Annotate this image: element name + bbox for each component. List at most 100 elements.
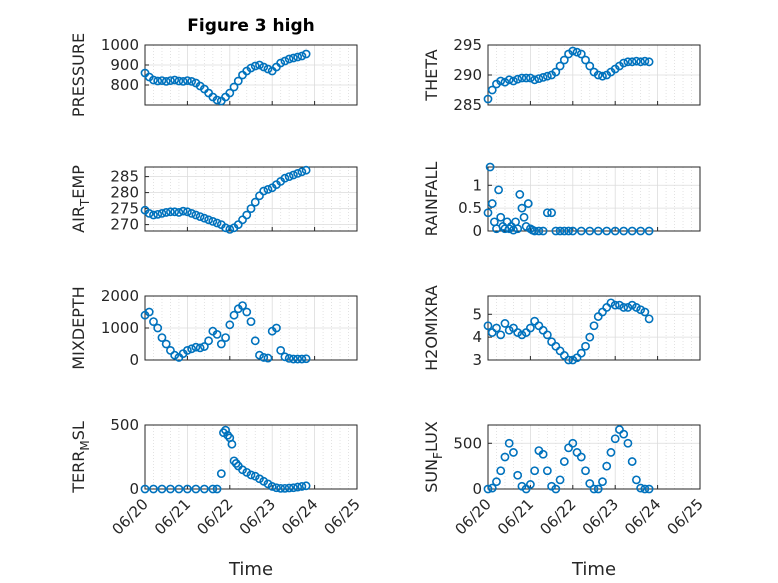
data-point	[166, 484, 175, 494]
data-point	[572, 47, 582, 57]
data-point	[242, 307, 252, 317]
data-point	[576, 452, 586, 462]
data-point	[280, 173, 290, 183]
data-point	[242, 210, 252, 220]
data-point	[619, 303, 629, 312]
data-point	[259, 353, 269, 362]
y-tick-label: 3	[472, 351, 482, 369]
data-point	[263, 353, 273, 363]
data-point	[523, 199, 533, 208]
x-tick-label: 06/23	[579, 495, 622, 538]
y-tick-label: 0	[129, 351, 139, 369]
data-point	[623, 438, 633, 448]
data-point	[178, 206, 188, 216]
subplot-pressure: 800 900 1000 PRESSURE	[69, 33, 358, 117]
data-point	[182, 345, 192, 355]
data-point	[272, 323, 281, 333]
data-point	[140, 484, 150, 494]
data-point	[483, 208, 493, 218]
y-tick-label: 0	[472, 480, 482, 498]
y-tick-label: 1000	[101, 36, 139, 54]
data-point	[627, 300, 637, 310]
data-point	[216, 339, 226, 349]
plot-area	[145, 167, 357, 231]
data-point	[263, 184, 273, 194]
axes-box	[487, 44, 701, 106]
data-point	[644, 484, 654, 494]
data-point	[619, 58, 629, 68]
data-point	[191, 210, 201, 220]
axes-box	[487, 295, 701, 361]
y-tick-label: 800	[110, 76, 139, 94]
data-point	[538, 73, 548, 82]
data-point	[534, 74, 544, 83]
data-point	[640, 56, 650, 66]
plot-area	[488, 296, 700, 360]
data-point	[246, 470, 256, 480]
data-point	[517, 73, 527, 83]
data-point	[581, 341, 590, 351]
data-point	[250, 336, 260, 346]
data-point	[483, 484, 493, 494]
data-point	[619, 429, 629, 439]
subplot-h2omixra: 3 4 5 H2OMIXRA	[422, 285, 701, 371]
data-point	[509, 225, 518, 235]
y-tick-label: 2000	[101, 287, 139, 305]
data-point	[199, 342, 209, 351]
y-tick-label: 5	[472, 305, 482, 323]
data-point	[216, 469, 226, 479]
data-point	[581, 55, 590, 65]
x-tick-label: 06/25	[664, 495, 707, 538]
data-point	[293, 482, 303, 492]
data-point	[204, 336, 213, 346]
data-point	[280, 56, 290, 66]
data-point	[149, 75, 158, 85]
data-point	[509, 448, 518, 457]
y-tick-label: 500	[110, 416, 139, 434]
data-point	[610, 434, 620, 444]
data-point	[598, 477, 607, 487]
data-point	[191, 342, 201, 352]
subplot-sun-flux: 0 500 SUNFLUX 06/20 06/21 06/22 06/23 06/24 06/2…	[422, 421, 707, 538]
data-point	[227, 439, 237, 449]
data-point	[276, 483, 286, 493]
data-point	[297, 51, 307, 61]
y-tick-label: 1000	[101, 319, 139, 337]
axes-box	[144, 424, 358, 490]
x-tick-label: 06/24	[278, 495, 321, 538]
data-point	[250, 61, 260, 71]
y-axis-label: PRESSURE	[69, 33, 88, 117]
data-point	[157, 76, 167, 85]
data-point	[513, 470, 523, 480]
data-point	[636, 305, 646, 315]
data-point	[221, 223, 230, 233]
data-point	[589, 321, 599, 331]
y-tick-label: 290	[453, 66, 482, 84]
y-tick-label: 500	[453, 434, 482, 452]
data-point	[636, 483, 646, 493]
data-point	[259, 186, 269, 196]
x-tick-label: 06/24	[621, 495, 664, 538]
data-point	[166, 345, 175, 355]
data-point	[288, 483, 298, 493]
data-point	[284, 353, 294, 363]
data-point	[284, 483, 294, 493]
data-point	[280, 352, 290, 362]
data-point	[521, 222, 531, 231]
data-point	[246, 317, 256, 326]
data-point	[568, 46, 578, 56]
data-point	[153, 76, 163, 86]
data-point	[513, 328, 523, 337]
data-point	[174, 208, 184, 217]
data-point	[225, 320, 235, 330]
subplot-terr-msl: 0 500 TERRMSL 06/20 06/21 06/22 06/23 06/24 06/2…	[69, 416, 364, 538]
data-point	[568, 438, 578, 448]
y-axis-label: RAINFALL	[422, 162, 441, 237]
data-point	[153, 323, 163, 333]
data-point	[551, 484, 561, 494]
data-point	[182, 207, 192, 217]
data-point	[515, 190, 525, 199]
data-point	[492, 323, 501, 333]
data-point	[517, 203, 527, 213]
data-point	[233, 220, 243, 229]
